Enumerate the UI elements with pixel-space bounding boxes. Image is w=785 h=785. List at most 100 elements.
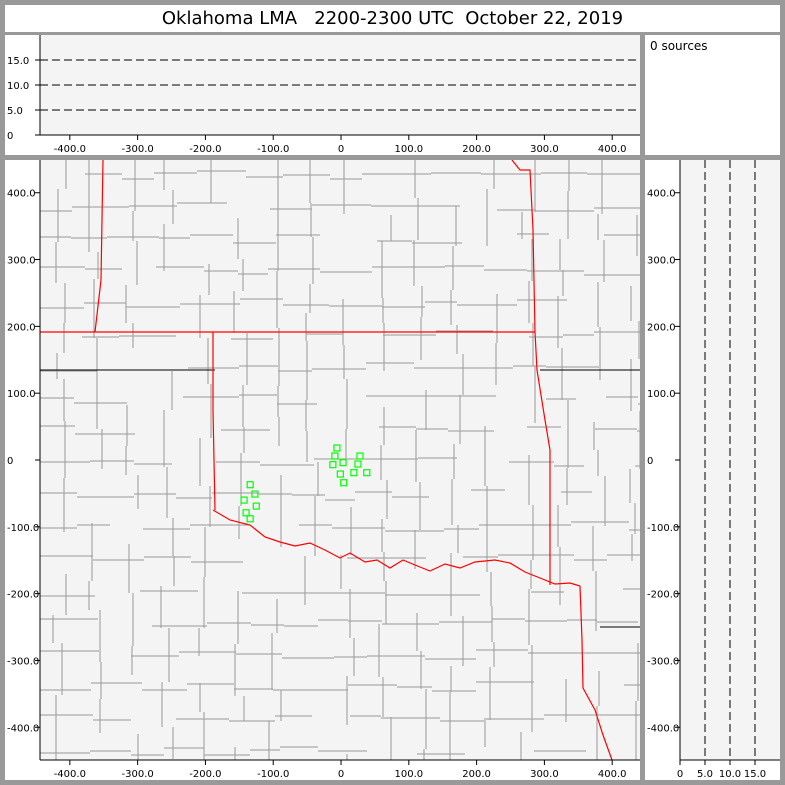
x-tick-label: 400.0	[598, 144, 627, 155]
x-tick-label: -400.0	[54, 769, 86, 780]
ok-tx-100th-meridian	[212, 332, 216, 511]
county-line	[40, 202, 640, 212]
county-line	[557, 160, 570, 722]
county-line	[125, 160, 139, 760]
county-borders	[40, 160, 642, 760]
black-borders	[40, 369, 640, 628]
x-tick-label: 0	[338, 144, 344, 155]
county-line	[85, 170, 640, 180]
x-tick-label: 15.0	[744, 769, 766, 780]
county-line	[304, 160, 319, 605]
station-marker	[240, 496, 248, 504]
county-line	[268, 160, 282, 760]
y-tick-label: 15.0	[7, 56, 29, 67]
county-line	[40, 489, 592, 501]
altitude-ew-panel: 15.0 10.0 5.0 0 -400.0 -300.0 -200.0 -100.0 0 100…	[5, 35, 640, 155]
county-line	[40, 714, 640, 722]
y-tick-label: -100.0	[7, 523, 39, 534]
station-marker	[356, 452, 364, 460]
county-line	[40, 681, 640, 692]
y-tick-label: -400.0	[7, 723, 39, 734]
y-tick-label: 300.0	[7, 256, 36, 267]
station-marker	[251, 490, 259, 498]
county-line	[40, 265, 640, 276]
y-tick-label: 0	[7, 131, 13, 142]
county-line	[88, 160, 103, 733]
ok-ar-border	[511, 159, 551, 585]
station-marker	[242, 509, 250, 517]
tx-la-border	[579, 585, 613, 761]
station-marker	[246, 481, 254, 489]
x-tick-label: 100.0	[394, 144, 423, 155]
y-tick-label: 300.0	[647, 256, 676, 267]
county-line	[340, 160, 355, 760]
y-tick-label: 400.0	[647, 189, 676, 200]
y-tick-label: 0	[647, 456, 653, 467]
altitude-ew-plot: 15.0 10.0 5.0 0 -400.0 -300.0 -200.0 -100.0 0 100…	[7, 35, 640, 155]
tx-panhandle-border	[94, 159, 104, 333]
station-marker	[331, 452, 339, 460]
state-borders	[40, 159, 613, 761]
x-tick-label: 200.0	[462, 144, 491, 155]
y-tick-label: 5.0	[7, 106, 23, 117]
county-line	[378, 215, 392, 760]
station-marker	[363, 469, 371, 477]
station-marker	[339, 459, 347, 467]
x-tick-label: 0	[338, 769, 344, 780]
station-marker	[329, 461, 337, 469]
figure-title: Oklahoma LMA 2200-2300 UTC October 22, 2…	[5, 5, 780, 32]
county-line	[233, 218, 248, 760]
y-tick-label: -200.0	[647, 590, 679, 601]
altitude-ns-plot: 400.0 300.0 200.0 100.0 0 -100.0 -200.0 -300.0 -…	[647, 160, 780, 780]
y-tick-label: 100.0	[647, 389, 676, 400]
y-tick-label: -300.0	[7, 656, 39, 667]
county-line	[40, 425, 640, 435]
x-tick-label: 200.0	[462, 769, 491, 780]
y-tick-label: -200.0	[7, 590, 39, 601]
y-tick-label: 200.0	[7, 322, 36, 333]
station-marker	[340, 479, 348, 487]
county-line	[449, 206, 464, 760]
x-tick-label: -300.0	[122, 144, 154, 155]
y-tick-label: 200.0	[647, 322, 676, 333]
sources-panel: 0 sources	[645, 35, 780, 155]
x-tick-label: -200.0	[189, 144, 221, 155]
x-tick-label: -300.0	[122, 769, 154, 780]
county-line	[413, 160, 427, 760]
x-tick-label: 300.0	[530, 769, 559, 780]
x-tick-label: 400.0	[598, 769, 627, 780]
county-line	[484, 160, 498, 747]
x-tick-label: 5.0	[697, 769, 713, 780]
stations	[240, 444, 371, 523]
red-river-border	[212, 509, 581, 587]
county-line	[40, 649, 640, 660]
y-tick-label: 400.0	[7, 189, 36, 200]
county-line	[52, 160, 67, 760]
y-tick-label: 100.0	[7, 389, 36, 400]
x-tick-label: 10.0	[719, 769, 741, 780]
x-tick-label: 100.0	[394, 769, 423, 780]
plan-view-map: 400.0 300.0 200.0 100.0 0 -100.0 -200.0 -300.0 -…	[7, 159, 642, 780]
station-marker	[350, 469, 358, 477]
x-tick-label: -100.0	[257, 144, 289, 155]
station-marker	[252, 502, 260, 510]
source-count: 0 sources	[650, 39, 708, 53]
plan-view-panel: 400.0 300.0 200.0 100.0 0 -100.0 -200.0 -300.0 -…	[5, 159, 642, 780]
y-tick-label: -400.0	[647, 723, 679, 734]
station-marker	[336, 470, 344, 478]
county-line	[160, 160, 175, 759]
y-tick-label: -300.0	[647, 656, 679, 667]
y-tick-label: 10.0	[7, 81, 29, 92]
county-line	[40, 298, 567, 309]
station-marker	[246, 515, 254, 523]
x-tick-label: -200.0	[189, 769, 221, 780]
y-tick-label: -100.0	[647, 523, 679, 534]
county-line	[198, 160, 212, 760]
station-marker	[333, 444, 341, 452]
county-line	[40, 618, 638, 627]
county-line	[40, 554, 640, 563]
x-tick-label: -400.0	[54, 144, 86, 155]
x-tick-label: 0	[677, 769, 683, 780]
x-tick-label: 300.0	[530, 144, 559, 155]
